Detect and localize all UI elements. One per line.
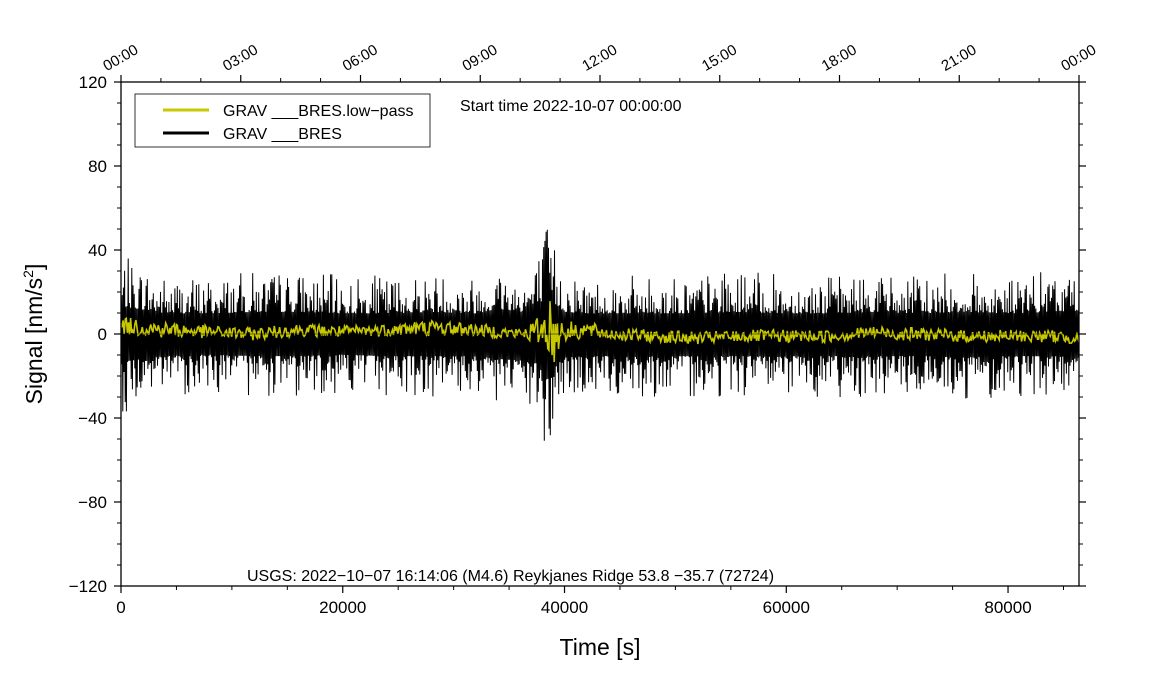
y-tick-labels: −120 −80 −40 0 40 80 120 [69, 73, 107, 596]
x-axis-title: Time [s] [560, 634, 641, 660]
series-raw-line [121, 229, 1079, 441]
legend-box [134, 93, 431, 148]
top-time-labels: 00:00 03:00 06:00 09:00 12:00 15:00 18:00 21:00… [100, 41, 1099, 74]
chart-title: Start time 2022-10-07 00:00:00 [460, 98, 682, 115]
x-tick-label: 80000 [984, 598, 1031, 617]
y-axis-title: Signal [nm/s2] [20, 264, 47, 405]
event-annotation: USGS: 2022−10−07 16:14:06 (M4.6) Reykjan… [247, 568, 774, 585]
y-axis-title-main: Signal [nm/s [21, 278, 47, 405]
top-time-label: 06:00 [340, 41, 381, 74]
top-time-label: 00:00 [100, 41, 141, 74]
legend-label-raw: GRAV ___BRES [223, 126, 342, 143]
y-tick-label: 0 [98, 325, 107, 344]
y-tick-label: 40 [88, 241, 107, 260]
y-axis-title-sup: 2 [20, 270, 36, 278]
series-lowpass-line [121, 301, 1079, 363]
top-time-label: 18:00 [819, 41, 860, 74]
top-time-label: 00:00 [1058, 41, 1099, 74]
y-tick-label: 80 [88, 157, 107, 176]
top-time-label: 12:00 [579, 41, 620, 74]
top-time-label: 21:00 [938, 41, 979, 74]
x-tick-labels: 0 20000 40000 60000 80000 [116, 598, 1031, 617]
series-layer [121, 229, 1079, 441]
y-axis-title-end: ] [21, 264, 47, 270]
y-tick-label: −120 [69, 577, 107, 596]
x-tick-label: 40000 [541, 598, 588, 617]
legend-label-lowpass: GRAV ___BRES.low−pass [223, 103, 413, 120]
ticks-layer [114, 75, 1086, 593]
top-time-label: 03:00 [220, 41, 261, 74]
legend: GRAV ___BRES.low−pass GRAV ___BRES [134, 93, 431, 148]
y-tick-label: −40 [78, 409, 107, 428]
x-tick-label: 60000 [763, 598, 810, 617]
x-tick-label: 20000 [319, 598, 366, 617]
y-tick-label: −80 [78, 493, 107, 512]
top-time-label: 09:00 [459, 41, 500, 74]
y-tick-label: 120 [79, 73, 107, 92]
x-tick-label: 0 [116, 598, 125, 617]
top-time-label: 15:00 [699, 41, 740, 74]
